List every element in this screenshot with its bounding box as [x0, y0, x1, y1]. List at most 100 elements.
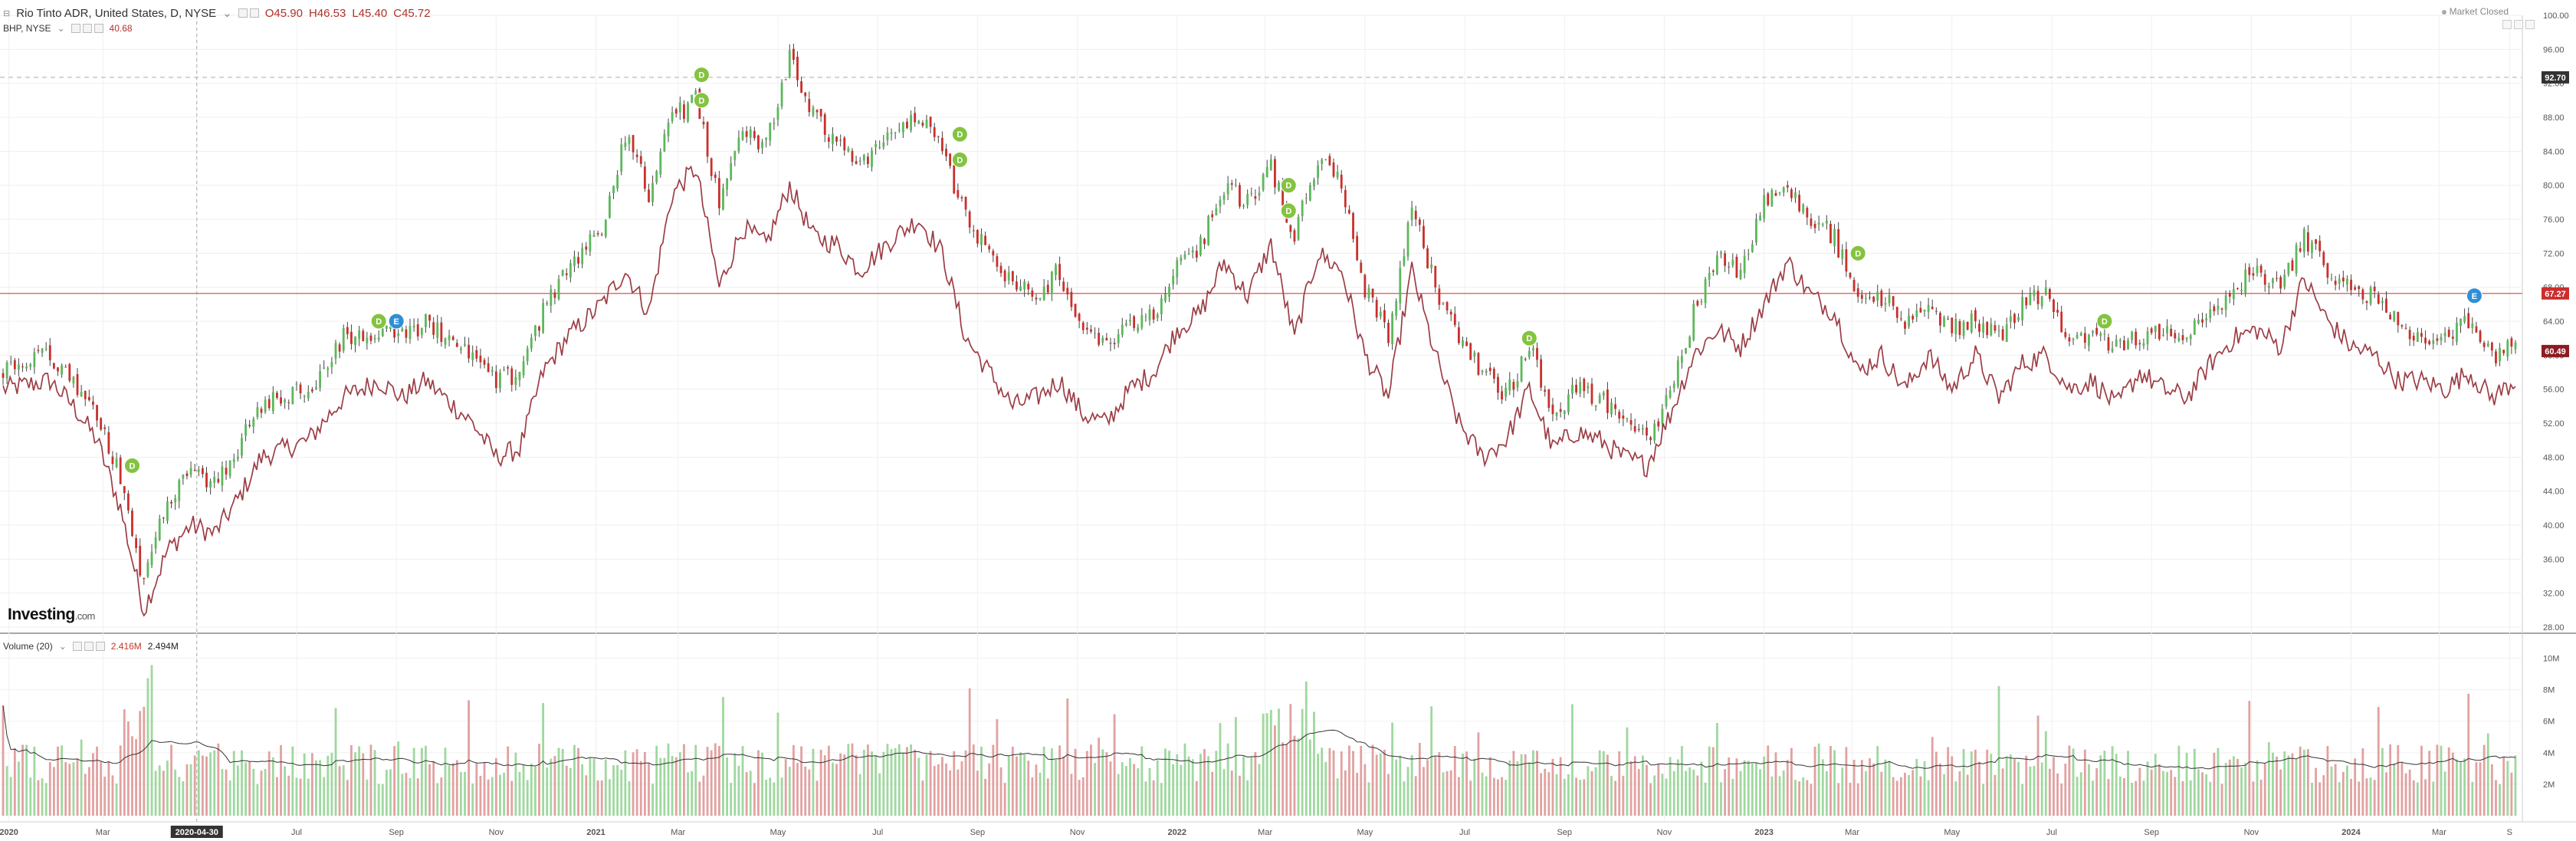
volume-bar: [1501, 777, 1503, 816]
volume-bar: [2267, 742, 2270, 816]
volume-bar: [111, 775, 114, 816]
volume-legend: Volume (20) ⌄ 2.416M 2.494M: [3, 641, 179, 652]
compare-legend: BHP, NYSE ⌄ 40.68: [3, 23, 133, 34]
volume-bar: [796, 763, 799, 816]
compare-legend-controls[interactable]: [71, 24, 103, 33]
volume-bar: [553, 755, 556, 816]
legend-controls[interactable]: [238, 8, 259, 18]
candle-body: [1821, 223, 1824, 225]
volume-bar: [1457, 777, 1460, 816]
candle-body: [2079, 333, 2082, 337]
volume-bar: [871, 751, 873, 816]
y-tick-label: 56.00: [2543, 386, 2565, 395]
volume-bar: [1003, 783, 1006, 816]
volume-bar: [2142, 780, 2145, 816]
candle-body: [2185, 337, 2188, 340]
volume-bar: [1215, 751, 1218, 816]
volume-bar: [1704, 782, 1707, 816]
volume-bar: [827, 745, 830, 816]
volume-bar: [248, 761, 251, 816]
volume-bar: [2107, 779, 2110, 816]
volume-bar: [835, 764, 838, 816]
volume-bar: [609, 779, 611, 816]
candle-body: [1423, 225, 1425, 248]
x-tick-label: Jul: [291, 828, 302, 837]
volume-bar: [1653, 775, 1656, 816]
candle-body: [1297, 216, 1300, 240]
volume-bar: [72, 762, 75, 816]
candle-body: [432, 322, 435, 335]
volume-bar: [2036, 715, 2039, 816]
volume-bar: [2330, 766, 2333, 816]
volume-bar: [405, 773, 408, 816]
candle-body: [871, 150, 873, 167]
candle-body: [1672, 383, 1675, 389]
x-tick-label: Mar: [2432, 828, 2446, 837]
pane-controls[interactable]: [2502, 20, 2535, 29]
candle-body: [491, 370, 494, 372]
candle-body: [1696, 301, 1699, 306]
volume-tick-label: 10M: [2543, 655, 2559, 664]
candle-body: [174, 498, 177, 503]
dropdown-icon[interactable]: ⌄: [57, 23, 65, 34]
candle-body: [225, 468, 228, 475]
volume-bar: [1485, 776, 1488, 816]
volume-legend-controls[interactable]: [72, 642, 105, 651]
candle-body: [1246, 193, 1249, 205]
volume-bar: [2295, 759, 2298, 816]
volume-bar: [84, 774, 87, 816]
dropdown-icon[interactable]: ⌄: [222, 7, 232, 20]
candle-body: [21, 366, 24, 368]
volume-bar: [1782, 770, 1785, 816]
candle-body: [980, 234, 983, 245]
candle-body: [385, 325, 388, 329]
candle-body: [917, 120, 920, 124]
open-value: O45.90: [264, 6, 303, 20]
volume-bar: [1575, 777, 1577, 816]
status-dot-icon: [2441, 9, 2446, 15]
candle-body: [1371, 288, 1374, 298]
x-tick-label: Jul: [1459, 828, 1470, 837]
candle-body: [1101, 337, 1104, 343]
candle-body: [1743, 255, 1746, 273]
candle-body: [1488, 367, 1491, 372]
dropdown-icon[interactable]: ⌄: [58, 641, 67, 652]
candle-body: [409, 326, 412, 340]
candle-body: [710, 158, 713, 176]
candle-body: [29, 364, 32, 367]
candle-body: [757, 135, 760, 149]
candle-body: [1023, 281, 1026, 290]
volume-bar: [271, 757, 274, 816]
candle-body: [41, 348, 44, 353]
volume-bar: [550, 758, 553, 816]
candle-body: [1016, 281, 1018, 290]
volume-bar: [1113, 714, 1116, 816]
main-legend: ⊟ Rio Tinto ADR, United States, D, NYSE …: [3, 6, 431, 21]
candle-body: [358, 330, 361, 339]
candle-body: [1414, 210, 1417, 219]
volume-bar: [999, 767, 1003, 816]
volume-bar: [1274, 725, 1276, 816]
hline-price-tag: [2542, 287, 2569, 300]
candle-body: [949, 153, 952, 166]
volume-bar: [992, 744, 995, 816]
volume-bar: [2044, 731, 2047, 816]
volume-bar: [1657, 764, 1660, 816]
candle-body: [988, 245, 991, 250]
volume-bar: [737, 765, 740, 816]
candle-body: [2131, 331, 2134, 340]
volume-bar: [2033, 766, 2036, 816]
volume-bar: [819, 749, 822, 816]
volume-bar: [33, 746, 36, 816]
legend-collapse-icon[interactable]: ⊟: [3, 8, 11, 18]
candle-body: [362, 330, 365, 341]
x-tick-label: 2020: [0, 828, 18, 837]
candle-body: [2377, 294, 2380, 304]
candle-body: [1731, 259, 1734, 266]
candle-body: [577, 257, 579, 264]
candle-body: [1911, 316, 1915, 320]
candle-body: [1399, 268, 1402, 304]
volume-bar: [678, 752, 681, 816]
